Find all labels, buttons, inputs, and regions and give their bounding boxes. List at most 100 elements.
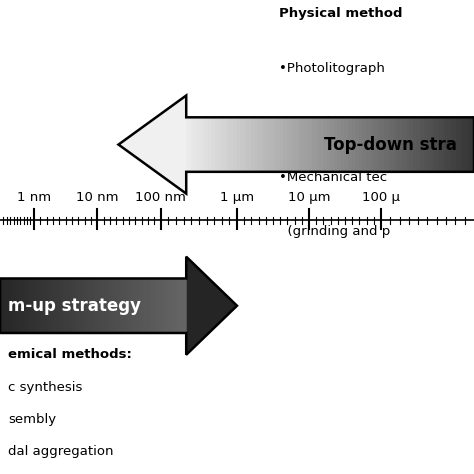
Text: 100 nm: 100 nm <box>136 191 186 204</box>
Bar <box>251 118 255 172</box>
Bar <box>100 279 102 333</box>
Bar <box>37 279 39 333</box>
Bar <box>28 279 30 333</box>
Bar <box>463 118 467 172</box>
Bar <box>42 279 44 333</box>
Bar <box>406 118 409 172</box>
Bar <box>174 279 177 333</box>
Bar <box>93 279 95 333</box>
Bar <box>363 118 366 172</box>
Text: 10 μm: 10 μm <box>288 191 330 204</box>
Bar <box>287 118 291 172</box>
Bar <box>409 118 413 172</box>
Bar <box>154 279 156 333</box>
Bar <box>33 279 35 333</box>
Bar <box>109 279 112 333</box>
Bar <box>356 118 359 172</box>
Bar <box>237 118 240 172</box>
Bar <box>255 118 258 172</box>
Bar <box>197 118 201 172</box>
Bar <box>140 279 142 333</box>
Text: sembly: sembly <box>9 413 56 426</box>
Bar <box>51 279 54 333</box>
Bar <box>102 279 105 333</box>
Bar <box>384 118 388 172</box>
Bar <box>269 118 273 172</box>
Bar <box>79 279 82 333</box>
Bar <box>435 118 438 172</box>
Bar <box>341 118 345 172</box>
Polygon shape <box>186 257 237 355</box>
Bar <box>121 279 123 333</box>
Bar <box>370 118 373 172</box>
Bar <box>179 279 182 333</box>
Bar <box>89 279 91 333</box>
Text: Top-down stra: Top-down stra <box>324 136 457 154</box>
Bar <box>327 118 330 172</box>
Bar <box>44 279 46 333</box>
Bar <box>215 118 219 172</box>
Bar <box>186 118 190 172</box>
Bar <box>240 118 244 172</box>
Bar <box>193 118 197 172</box>
Bar <box>117 279 118 333</box>
Bar <box>431 118 435 172</box>
Text: •Laser-beam pro: •Laser-beam pro <box>279 116 391 129</box>
Bar <box>61 279 63 333</box>
Bar <box>334 118 337 172</box>
Bar <box>399 118 402 172</box>
Bar <box>452 118 456 172</box>
Text: m-up strategy: m-up strategy <box>9 297 141 315</box>
Bar <box>420 118 424 172</box>
Bar <box>95 279 98 333</box>
Bar <box>18 279 21 333</box>
Bar <box>456 118 460 172</box>
Bar <box>301 118 305 172</box>
Bar <box>172 279 174 333</box>
Bar <box>204 118 208 172</box>
Text: dal aggregation: dal aggregation <box>9 445 114 458</box>
Bar <box>98 279 100 333</box>
Bar <box>366 118 370 172</box>
Bar <box>82 279 84 333</box>
Bar <box>65 279 67 333</box>
Bar <box>142 279 144 333</box>
Bar <box>184 279 186 333</box>
Bar <box>135 279 137 333</box>
Bar <box>391 118 395 172</box>
Bar <box>86 279 89 333</box>
Bar <box>460 118 463 172</box>
Bar <box>58 279 61 333</box>
Bar <box>137 279 140 333</box>
Bar <box>352 118 356 172</box>
Bar <box>12 279 14 333</box>
Bar <box>156 279 158 333</box>
Bar <box>7 279 9 333</box>
Bar <box>273 118 276 172</box>
Bar <box>16 279 18 333</box>
Bar <box>23 279 26 333</box>
Bar <box>105 279 107 333</box>
Bar <box>316 118 319 172</box>
Text: Physical method: Physical method <box>279 7 403 20</box>
Text: (grinding and p: (grinding and p <box>279 225 391 238</box>
Bar <box>74 279 77 333</box>
Bar <box>146 279 149 333</box>
Bar <box>177 279 179 333</box>
Bar <box>222 118 226 172</box>
Bar <box>26 279 28 333</box>
Bar <box>226 118 229 172</box>
Bar <box>345 118 348 172</box>
Bar <box>39 279 42 333</box>
Bar <box>359 118 363 172</box>
Bar <box>294 118 298 172</box>
Text: •Photolitograph: •Photolitograph <box>279 62 385 74</box>
Bar <box>388 118 391 172</box>
Bar <box>305 118 309 172</box>
Bar <box>21 279 23 333</box>
Bar <box>165 279 168 333</box>
Bar <box>77 279 79 333</box>
Bar <box>449 118 452 172</box>
Bar <box>309 118 312 172</box>
Bar <box>402 118 406 172</box>
